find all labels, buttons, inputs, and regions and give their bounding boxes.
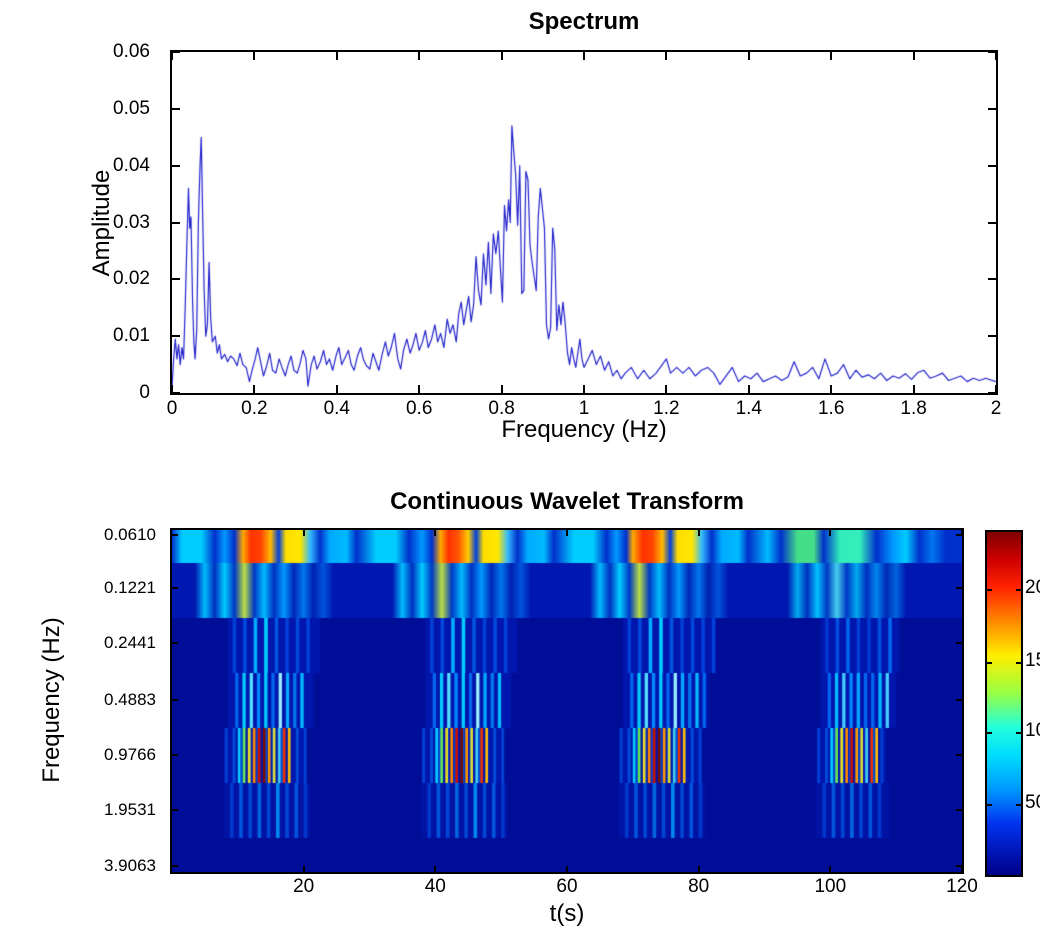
tick-mark — [987, 588, 992, 591]
x-tick-label: 0 — [166, 398, 178, 419]
cwt-y-tick-label: 0.1221 — [104, 578, 156, 598]
x-tick-label: 1.4 — [735, 398, 763, 419]
y-tick-label: 0.02 — [113, 268, 150, 290]
tick-mark — [1016, 662, 1021, 665]
tick-mark — [987, 804, 992, 807]
x-tick-label: 1 — [578, 398, 590, 419]
tick-mark — [987, 731, 992, 734]
cwt-heatmap-canvas — [172, 530, 962, 872]
spectrum-y-tick-labels: 0.06 0.05 0.04 0.03 0.02 0.01 0 — [0, 41, 160, 403]
colorbar — [985, 530, 1023, 877]
cwt-y-tick-label: 0.2441 — [104, 632, 156, 652]
tick-mark — [1016, 588, 1021, 591]
cwt-y-tick-label: 0.4883 — [104, 689, 156, 709]
y-tick-label: 0.01 — [113, 325, 150, 347]
spectrum-x-tick-labels: 0 0.2 0.4 0.6 0.8 1 1.2 1.4 1.6 1.8 2 — [167, 398, 1002, 422]
tick-mark — [1016, 731, 1021, 734]
y-tick-label: 0.03 — [113, 211, 150, 233]
cwt-x-tick-label: 20 — [293, 876, 315, 897]
cwt-x-tick-labels: 20 40 60 80 100 120 — [172, 876, 978, 900]
x-tick-label: 0.8 — [488, 398, 515, 419]
colorbar-tick-marks — [987, 532, 1021, 875]
cwt-x-tick-label: 40 — [424, 876, 446, 897]
spectrum-x-axis-label: Frequency (Hz) — [501, 416, 667, 443]
cwt-x-tick-label: 80 — [688, 876, 710, 897]
colorbar-tick-label: 50 — [1025, 792, 1040, 814]
x-tick-label: 1.2 — [653, 398, 680, 419]
spectrum-canvas — [172, 52, 996, 393]
colorbar-tick-label: 20 — [1025, 576, 1040, 598]
tick-mark — [987, 662, 992, 665]
cwt-y-tick-label: 3.9063 — [104, 855, 156, 875]
cwt-x-tick-label: 60 — [556, 876, 578, 897]
y-tick-label: 0 — [139, 382, 150, 403]
y-tick-label: 0.06 — [113, 41, 150, 62]
cwt-y-tick-label: 0.0610 — [104, 525, 156, 545]
cwt-x-tick-label: 100 — [814, 876, 847, 897]
colorbar-tick-label: 10 — [1025, 719, 1040, 741]
cwt-y-tick-label: 1.9531 — [104, 800, 156, 820]
cwt-x-tick-label: 120 — [946, 876, 978, 897]
cwt-y-tick-label: 0.9766 — [104, 745, 156, 765]
x-tick-label: 0.6 — [405, 398, 433, 419]
x-tick-label: 0.2 — [241, 398, 268, 419]
y-tick-label: 0.04 — [113, 154, 150, 176]
cwt-x-axis-label: t(s) — [549, 900, 585, 927]
spectrum-plot-area — [170, 50, 998, 395]
tick-mark — [1016, 804, 1021, 807]
cwt-title: Continuous Wavelet Transform — [390, 488, 744, 515]
cwt-y-tick-labels: 0.0610 0.1221 0.2441 0.4883 0.9766 1.9531 3.90… — [0, 525, 166, 875]
colorbar-tick-label: 15 — [1025, 650, 1040, 672]
x-tick-label: 1.6 — [817, 398, 845, 419]
cwt-plot-area — [170, 528, 964, 874]
y-tick-label: 0.05 — [113, 97, 150, 119]
x-tick-label: 1.8 — [900, 398, 927, 419]
x-tick-label: 2 — [990, 398, 1002, 419]
spectrum-title: Spectrum — [528, 8, 640, 35]
x-tick-label: 0.4 — [323, 398, 351, 419]
